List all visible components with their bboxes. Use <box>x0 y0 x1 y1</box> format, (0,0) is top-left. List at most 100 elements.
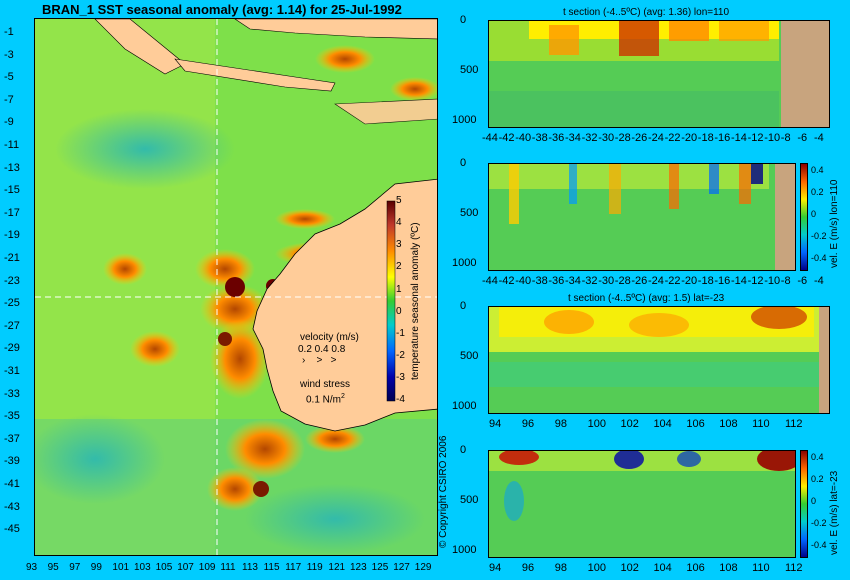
velocity-legend-arrows: › > > <box>302 355 337 366</box>
panel4-x-tick: 98 <box>554 562 568 574</box>
panel2-x-tick: -28 <box>614 275 631 287</box>
lat-tick-label: -25 <box>4 297 20 310</box>
panel3-x-tick: 110 <box>752 418 770 430</box>
panel4-y-tick: 500 <box>460 494 479 506</box>
panel1-plot <box>488 20 830 128</box>
wind-legend-value: 0.1 N/m2 <box>306 393 345 406</box>
panel2-colorbar-label: vel. E (m/s) lon=110 <box>829 179 840 268</box>
panel4-colorbar-tick: 0.4 <box>811 452 824 462</box>
lon-tick-label: 117 <box>285 562 302 573</box>
panel3-x-tick: 102 <box>620 418 639 430</box>
panel4-plot <box>488 450 796 558</box>
lon-tick-label: 105 <box>155 562 173 573</box>
lat-tick-label: -37 <box>4 432 20 445</box>
panel4-colorbar-label: vel. E (m/s) lat=-23 <box>829 470 840 555</box>
lat-tick-label: -33 <box>4 387 20 400</box>
panel4-colorbar-tick: 0.2 <box>811 474 824 484</box>
map-title: BRAN_1 SST seasonal anomaly (avg: 1.14) … <box>42 2 402 17</box>
panel2-x-tick: -22 <box>664 275 681 287</box>
panel2-x-tick: -6 <box>797 275 808 287</box>
lon-tick-label: 129 <box>414 562 432 573</box>
panel1-x-tick: -8 <box>780 132 791 144</box>
panel4-y-tick: 1000 <box>452 544 477 556</box>
panel1-x-tick: -38 <box>531 132 548 144</box>
map-colorbar <box>386 200 396 402</box>
panel3-y-tick: 0 <box>460 300 467 312</box>
panel4-x-tick: 112 <box>785 562 803 574</box>
panel1-x-tick: -14 <box>731 132 747 144</box>
panel2-x-tick: -44 <box>482 275 498 287</box>
lon-tick-label: 121 <box>328 562 346 573</box>
lat-tick-label: -45 <box>4 523 20 536</box>
panel1-x-tick: -28 <box>614 132 631 144</box>
panel1-x-tick: -36 <box>548 132 565 144</box>
lat-tick-label: -7 <box>4 93 14 106</box>
panel1-x-tick: -4 <box>814 132 824 144</box>
lat-tick-label: -3 <box>4 48 14 61</box>
panel4-x-tick: 108 <box>719 562 738 574</box>
panel2-x-tick: -8 <box>780 275 791 287</box>
panel1-x-tick: -40 <box>515 132 532 144</box>
lat-tick-label: -43 <box>4 500 20 513</box>
panel1-title: t section (-4..5ºC) (avg: 1.36) lon=110 <box>563 7 730 18</box>
panel2-colorbar <box>800 163 808 271</box>
panel1-y-tick: 0 <box>460 14 467 26</box>
copyright: © Copyright CSIRO 2006 <box>438 435 449 548</box>
lon-tick-label: 111 <box>220 562 236 573</box>
panel2-x-tick: -10 <box>764 275 781 287</box>
panel1-x-tick: -26 <box>631 132 648 144</box>
panel1-x-tick: -16 <box>714 132 731 144</box>
map-colorbar-label: temperature seasonal anomaly (ºC) <box>410 222 421 380</box>
panel3-x-tick: 96 <box>521 418 535 430</box>
lat-tick-label: -11 <box>4 139 20 151</box>
land-borneo <box>234 19 437 40</box>
panel1-x-tick: -18 <box>697 132 714 144</box>
panel1-x-tick: -32 <box>581 132 598 144</box>
panel3-y-tick: 500 <box>460 350 479 362</box>
panel1-x-tick: -24 <box>648 132 664 144</box>
panel2-x-tick: -14 <box>731 275 747 287</box>
panel3-x-tick: 106 <box>686 418 705 430</box>
lat-tick-label: -5 <box>4 71 14 84</box>
lat-tick-label: -19 <box>4 229 20 242</box>
lon-tick-label: 113 <box>242 562 258 573</box>
panel1-x-tick: -22 <box>664 132 681 144</box>
panel2-colorbar-tick: 0.2 <box>811 187 824 197</box>
panel3-plot <box>488 306 830 414</box>
panel1-y-tick: 1000 <box>452 114 477 126</box>
panel3-x-tick: 98 <box>554 418 568 430</box>
panel4-colorbar-tick: -0.2 <box>811 518 827 528</box>
lat-tick-label: -21 <box>4 252 20 264</box>
panel2-x-tick: -4 <box>814 275 824 287</box>
panel1-x-tick: -34 <box>565 132 581 144</box>
lon-tick-label: 109 <box>198 562 216 573</box>
velocity-legend-label: velocity (m/s) <box>300 332 359 343</box>
lat-tick-label: -1 <box>4 26 14 38</box>
lon-tick-label: 119 <box>306 562 323 573</box>
lat-tick-label: -31 <box>4 365 20 377</box>
lon-tick-label: 93 <box>26 562 38 573</box>
panel2-x-tick: -38 <box>531 275 548 287</box>
lat-tick-label: -15 <box>4 184 20 197</box>
panel3-x-tick: 112 <box>785 418 803 430</box>
panel2-y-tick: 500 <box>460 207 479 219</box>
panel4-x-tick: 104 <box>653 562 672 574</box>
land-java <box>174 58 336 92</box>
panel2-x-tick: -42 <box>498 275 515 287</box>
lat-tick-label: -27 <box>4 319 20 332</box>
panel4-x-tick: 102 <box>620 562 639 574</box>
lat-tick-label: -41 <box>4 478 20 490</box>
lat-tick-label: -23 <box>4 274 20 287</box>
panel2-colorbar-tick: 0.4 <box>811 165 824 175</box>
panel2-x-tick: -34 <box>565 275 581 287</box>
panel3-title: t section (-4..5ºC) (avg: 1.5) lat=-23 <box>568 293 725 304</box>
lat-tick-label: -35 <box>4 410 20 423</box>
lat-tick-label: -13 <box>4 161 20 174</box>
lon-tick-label: 115 <box>263 562 280 573</box>
panel3-x-tick: 100 <box>587 418 607 430</box>
lon-tick-label: 125 <box>371 562 389 573</box>
lon-tick-label: 127 <box>393 562 410 573</box>
panel3-x-tick: 94 <box>489 418 502 430</box>
lat-tick-label: -39 <box>4 455 20 468</box>
panel4-colorbar-tick: 0 <box>811 496 817 506</box>
